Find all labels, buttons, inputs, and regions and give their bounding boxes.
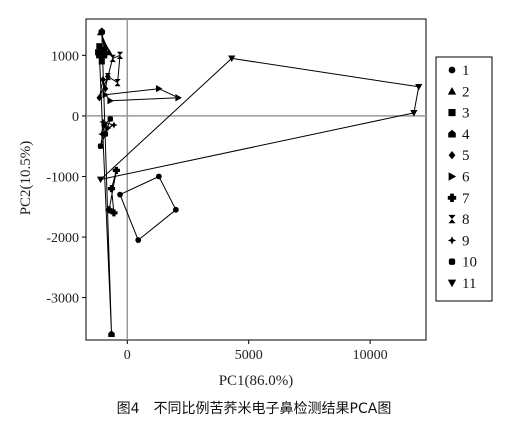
legend-marker-10: [448, 258, 456, 265]
series-1-point: [135, 237, 142, 243]
series-11-point: [96, 176, 105, 184]
series-7-point: [112, 166, 120, 175]
series-7-point: [105, 206, 113, 214]
series-4-point: [98, 27, 106, 35]
series-4-point: [108, 330, 115, 338]
series-9-point: [98, 130, 106, 138]
legend-box: [435, 56, 493, 302]
series-10-point: [102, 131, 109, 137]
y-tick-label: -3000: [46, 292, 79, 307]
y-tick-label: 1000: [51, 49, 79, 64]
legend-marker-7: [447, 193, 457, 202]
series-3-point: [101, 52, 108, 59]
series-11-point: [410, 109, 418, 117]
legend-label-2: 2: [462, 84, 470, 100]
legend-marker-2: [447, 87, 457, 95]
series-11-point: [228, 55, 236, 62]
series-5-point: [102, 85, 109, 93]
legend-label-1: 1: [462, 63, 470, 79]
legend-label-10: 10: [462, 255, 477, 271]
legend-label-5: 5: [462, 148, 470, 164]
series-5-point: [96, 94, 103, 102]
series-1-point: [117, 191, 123, 198]
series-6-point: [175, 94, 182, 102]
legend-marker-8: [448, 214, 456, 224]
legend-marker-6: [448, 172, 457, 181]
x-tick-label: 10000: [353, 348, 388, 363]
legend-label-7: 7: [462, 191, 470, 207]
legend-marker-4: [448, 129, 456, 138]
legend: 1 2 3 4 5 6 7 8 9 10 11: [447, 63, 477, 292]
series-3-point: [98, 58, 105, 65]
series-7-point: [107, 184, 116, 193]
figure-caption: 图4 不同比例苦荞米电子鼻检测结果PCA图: [117, 400, 392, 417]
series-markers: [95, 27, 423, 338]
series-7-point: [110, 209, 118, 217]
series-6-point: [155, 85, 163, 93]
series-6-point: [102, 91, 110, 99]
legend-label-11: 11: [462, 276, 476, 292]
series-9-point: [110, 121, 118, 129]
legend-label-9: 9: [462, 233, 470, 249]
series-6-point: [107, 97, 114, 105]
series-8-point: [116, 51, 124, 59]
y-tick-label: -1000: [46, 170, 79, 185]
series-11-point: [415, 83, 423, 91]
series-9-point: [104, 124, 112, 132]
series-3-point: [95, 49, 102, 56]
y-axis-title: PC2(10.5%): [18, 141, 34, 216]
y-tick-label: 0: [72, 110, 79, 125]
legend-marker-9: [447, 236, 457, 245]
legend-marker-1: [448, 66, 456, 74]
x-tick-label: 5000: [235, 348, 263, 363]
legend-marker-5: [448, 151, 456, 160]
series-9-point: [99, 118, 107, 126]
series-10-point: [101, 122, 107, 128]
series-8-point: [114, 78, 121, 87]
series-4-point: [100, 45, 108, 53]
legend-label-8: 8: [462, 212, 470, 228]
series-8-point: [104, 72, 111, 81]
legend-label-4: 4: [462, 127, 470, 143]
y-tick-label: -2000: [46, 231, 79, 246]
x-axis-title: PC1(86.0%): [219, 373, 294, 389]
legend-label-6: 6: [462, 170, 470, 186]
series-1-point: [155, 173, 162, 180]
legend-label-3: 3: [462, 106, 470, 122]
series-10-point: [97, 143, 104, 149]
series-4-point: [96, 51, 103, 59]
series-8-point: [109, 54, 116, 62]
series-5-point: [100, 75, 106, 84]
series-1-point: [172, 206, 179, 213]
plot-panel: [85, 18, 427, 341]
series-10-point: [107, 116, 113, 122]
series-3-point: [96, 43, 103, 50]
legend-marker-3: [448, 109, 456, 117]
x-tick-label: 0: [124, 348, 131, 363]
legend-marker-11: [447, 279, 457, 288]
